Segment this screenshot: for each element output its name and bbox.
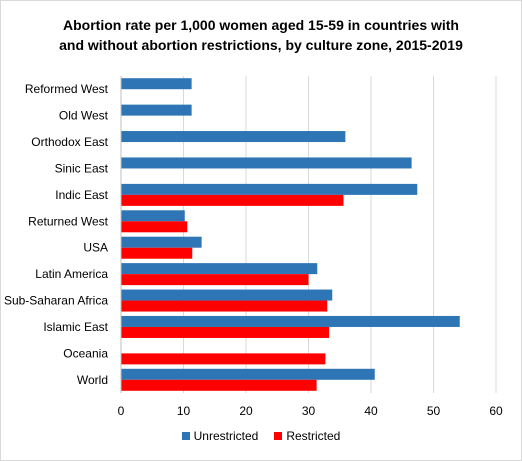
bar-restricted-world — [121, 379, 317, 391]
x-tick-label-20: 20 — [239, 404, 253, 418]
bar-unrestricted-usa — [121, 236, 202, 248]
bar-restricted-indic-east — [121, 194, 344, 206]
bar-restricted-latin-america — [121, 274, 309, 286]
bar-unrestricted-world — [121, 368, 375, 380]
bar-unrestricted-sinic-east — [121, 157, 412, 169]
bar-restricted-oceania — [121, 353, 326, 365]
bar-restricted-returned-west — [121, 221, 188, 233]
y-tick-label-sub-saharan-africa: Sub-Saharan Africa — [4, 294, 108, 308]
y-tick-label-world: World — [77, 373, 108, 387]
x-tick-label-50: 50 — [427, 404, 441, 418]
x-tick-label-60: 60 — [489, 404, 503, 418]
x-tick-label-10: 10 — [177, 404, 191, 418]
y-tick-label-reformed-west: Reformed West — [25, 82, 109, 96]
x-tick-label-30: 30 — [302, 404, 316, 418]
y-tick-label-oceania: Oceania — [63, 346, 108, 360]
legend-swatch-restricted — [274, 432, 283, 440]
bar-unrestricted-latin-america — [121, 263, 318, 275]
bar-unrestricted-orthodox-east — [121, 131, 346, 143]
chart-title: Abortion rate per 1,000 women aged 15-59… — [0, 15, 522, 55]
chart-title-line-2: and without abortion restrictions, by cu… — [59, 37, 463, 53]
y-tick-label-old-west: Old West — [59, 109, 109, 123]
legend-item-restricted: Restricted — [274, 429, 340, 443]
y-tick-label-orthodox-east: Orthodox East — [31, 135, 108, 149]
x-tick-label-0: 0 — [118, 404, 125, 418]
legend-label-restricted: Restricted — [286, 429, 341, 443]
y-tick-label-islamic-east: Islamic East — [43, 320, 108, 334]
bar-unrestricted-reformed-west — [121, 78, 192, 90]
bar-unrestricted-indic-east — [121, 183, 418, 195]
legend-swatch-unrestricted — [181, 432, 190, 440]
y-tick-label-usa: USA — [83, 241, 108, 255]
bar-unrestricted-returned-west — [121, 210, 185, 222]
x-tick-label-40: 40 — [364, 404, 378, 418]
legend-item-unrestricted: Unrestricted — [181, 429, 259, 443]
bar-unrestricted-sub-saharan-africa — [121, 289, 333, 301]
y-tick-label-returned-west: Returned West — [28, 214, 108, 228]
bar-unrestricted-islamic-east — [121, 315, 460, 327]
y-tick-label-indic-east: Indic East — [55, 188, 108, 202]
y-tick-label-latin-america: Latin America — [35, 267, 108, 281]
y-tick-label-sinic-east: Sinic East — [55, 161, 109, 175]
legend-label-unrestricted: Unrestricted — [193, 429, 259, 443]
bar-restricted-sub-saharan-africa — [121, 300, 328, 312]
bar-restricted-islamic-east — [121, 326, 330, 338]
chart-title-line-1: Abortion rate per 1,000 women aged 15-59… — [63, 17, 459, 33]
legend: Unrestricted Restricted — [0, 429, 522, 443]
bar-unrestricted-old-west — [121, 104, 192, 116]
bar-restricted-usa — [121, 247, 193, 259]
